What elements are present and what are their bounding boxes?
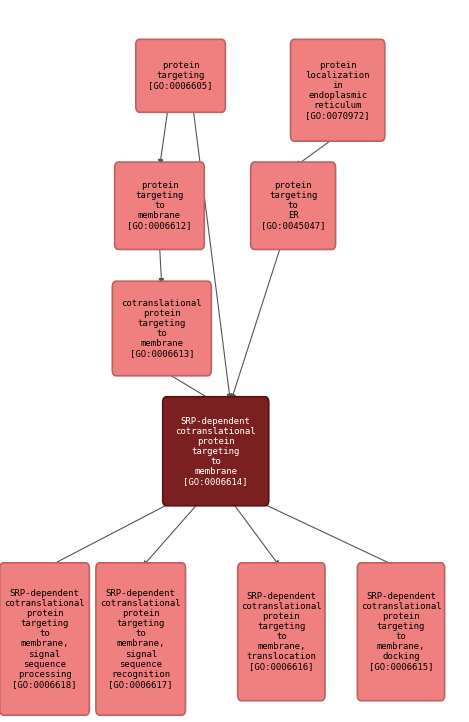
Text: protein
targeting
to
ER
[GO:0045047]: protein targeting to ER [GO:0045047] <box>261 181 325 230</box>
Text: cotranslational
protein
targeting
to
membrane
[GO:0006613]: cotranslational protein targeting to mem… <box>121 299 202 358</box>
Text: SRP-dependent
cotranslational
protein
targeting
to
membrane,
docking
[GO:0006615: SRP-dependent cotranslational protein ta… <box>361 592 441 671</box>
Text: SRP-dependent
cotranslational
protein
targeting
to
membrane,
signal
sequence
pro: SRP-dependent cotranslational protein ta… <box>4 589 85 689</box>
FancyBboxPatch shape <box>163 397 269 505</box>
FancyBboxPatch shape <box>0 563 89 715</box>
Text: protein
targeting
[GO:0006605]: protein targeting [GO:0006605] <box>148 61 213 90</box>
FancyBboxPatch shape <box>238 563 325 700</box>
Text: protein
localization
in
endoplasmic
reticulum
[GO:0070972]: protein localization in endoplasmic reti… <box>305 61 370 120</box>
Text: SRP-dependent
cotranslational
protein
targeting
to
membrane
[GO:0006614]: SRP-dependent cotranslational protein ta… <box>175 417 256 486</box>
FancyBboxPatch shape <box>357 563 445 700</box>
Text: SRP-dependent
cotranslational
protein
targeting
to
membrane,
translocation
[GO:0: SRP-dependent cotranslational protein ta… <box>241 592 322 671</box>
FancyBboxPatch shape <box>136 40 225 112</box>
Text: protein
targeting
to
membrane
[GO:0006612]: protein targeting to membrane [GO:000661… <box>127 181 192 230</box>
FancyBboxPatch shape <box>250 162 336 250</box>
FancyBboxPatch shape <box>115 162 204 250</box>
FancyBboxPatch shape <box>96 563 185 715</box>
FancyBboxPatch shape <box>290 40 385 141</box>
Text: SRP-dependent
cotranslational
protein
targeting
to
membrane,
signal
sequence
rec: SRP-dependent cotranslational protein ta… <box>100 589 181 689</box>
FancyBboxPatch shape <box>112 281 211 375</box>
